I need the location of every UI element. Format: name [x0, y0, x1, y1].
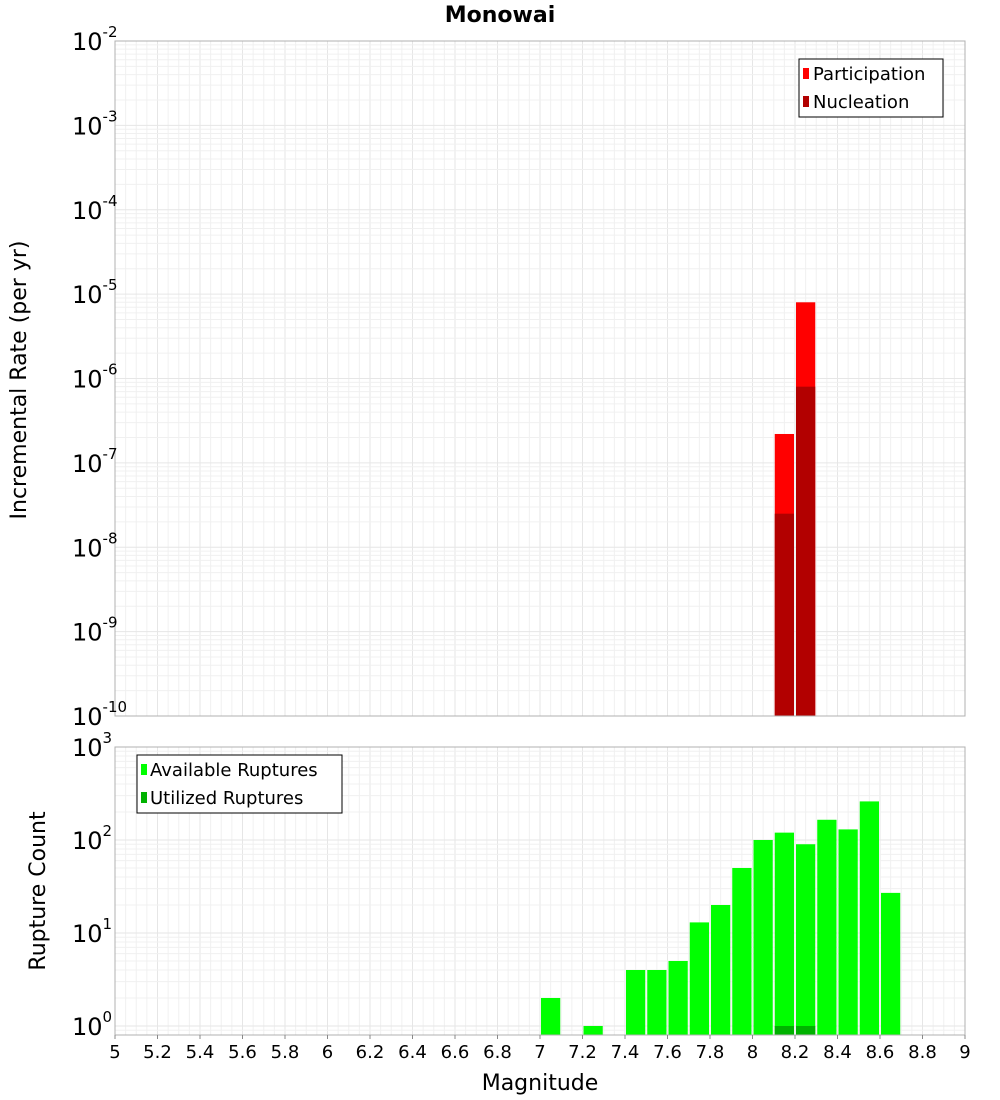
rupture-count-primary-bar [668, 960, 688, 1035]
rupture-count-primary-bar [817, 819, 837, 1035]
x-tick-label: 6.4 [398, 1042, 427, 1063]
rupture-count-secondary-bar [774, 1025, 794, 1035]
nucleation-legend-label: Nucleation [813, 92, 909, 113]
y-tick-label: 103 [72, 729, 112, 762]
y-tick-label: 102 [72, 822, 112, 855]
x-tick-label: 6.6 [441, 1042, 470, 1063]
x-tick-label: 5.6 [228, 1042, 257, 1063]
utilized-ruptures-legend-label: Utilized Ruptures [150, 788, 303, 809]
y-tick-label: 10-3 [72, 107, 118, 140]
x-tick-label: 5.8 [271, 1042, 300, 1063]
x-tick-label: 7 [534, 1042, 545, 1063]
y-tick-label: 10-8 [72, 529, 118, 562]
x-tick-label: 8 [747, 1042, 758, 1063]
y-tick-label: 101 [72, 915, 112, 948]
rupture-count-primary-bar [541, 997, 561, 1035]
bottom-panel-y-label: Rupture Count [26, 811, 51, 971]
rupture-count-primary-bar [859, 801, 879, 1035]
top-panel-y-ticks: 10-10 10-9 10-8 10-7 10-6 10-5 10-4 10-3 10-2 [72, 23, 127, 731]
available-ruptures-legend-label: Available Ruptures [150, 760, 318, 781]
rupture-count-primary-bar [796, 844, 816, 1035]
rupture-count-primary-bar [647, 969, 667, 1035]
y-tick-label: 10-7 [72, 445, 118, 478]
x-tick-label: 6 [322, 1042, 333, 1063]
top-legend-box [798, 58, 944, 118]
top-panel-grid [114, 41, 966, 717]
rupture-count-primary-bar [753, 839, 773, 1035]
y-tick-label: 10-10 [72, 698, 127, 731]
bottom-legend-box [136, 754, 343, 814]
x-tick-label: 5 [109, 1042, 120, 1063]
bottom-panel-bars [541, 801, 901, 1035]
rate-secondary-bar [774, 513, 794, 716]
chart-title: Monowai [445, 3, 556, 28]
x-tick-label: 5.2 [143, 1042, 172, 1063]
rupture-count-primary-bar [881, 892, 901, 1035]
x-tick-label: 5.4 [186, 1042, 215, 1063]
rupture-count-secondary-bar [796, 1025, 816, 1035]
x-tick-label: 9 [959, 1042, 970, 1063]
y-tick-label: 10-4 [72, 192, 118, 225]
x-tick-label: 7.2 [568, 1042, 597, 1063]
y-tick-label: 100 [72, 1008, 112, 1041]
x-tick-label: 7.6 [653, 1042, 682, 1063]
x-tick-label: 8.4 [823, 1042, 852, 1063]
bottom-legend: Available Ruptures Utilized Ruptures [136, 754, 343, 814]
participation-legend-swatch [803, 68, 809, 79]
x-tick-label: 8.8 [908, 1042, 937, 1063]
top-panel-frame [114, 40, 966, 717]
x-axis-ticks: 5 5.2 5.4 5.6 5.8 6 6.2 6.4 6.6 6.8 7 7.2 7.4 7.6 7.8 8… [109, 1035, 971, 1063]
x-tick-label: 8.6 [866, 1042, 895, 1063]
rupture-count-primary-bar [689, 922, 709, 1035]
rate-secondary-bar [796, 386, 816, 716]
top-panel-y-label: Incremental Rate (per yr) [7, 241, 32, 520]
x-tick-label: 7.8 [696, 1042, 725, 1063]
y-tick-label: 10-5 [72, 276, 118, 309]
x-tick-label: 8.2 [781, 1042, 810, 1063]
x-axis-label: Magnitude [482, 1071, 599, 1096]
rupture-count-primary-bar [774, 832, 794, 1035]
rupture-count-primary-bar [838, 829, 858, 1035]
bottom-panel-y-ticks: 100 101 102 103 [72, 729, 112, 1041]
available-ruptures-legend-swatch [141, 764, 147, 775]
participation-legend-label: Participation [813, 64, 925, 85]
top-legend: Participation Nucleation [798, 58, 944, 118]
rupture-count-primary-bar [732, 867, 752, 1035]
nucleation-legend-swatch [803, 96, 809, 107]
rupture-count-primary-bar [711, 904, 731, 1035]
utilized-ruptures-legend-swatch [141, 792, 147, 803]
y-tick-label: 10-2 [72, 23, 118, 56]
x-tick-label: 6.2 [356, 1042, 385, 1063]
x-tick-label: 7.4 [611, 1042, 640, 1063]
y-tick-label: 10-6 [72, 361, 118, 394]
y-tick-label: 10-9 [72, 614, 118, 647]
rupture-count-primary-bar [583, 1025, 603, 1035]
rupture-count-primary-bar [626, 969, 646, 1035]
x-tick-label: 6.8 [483, 1042, 512, 1063]
top-panel-bars [774, 302, 816, 716]
